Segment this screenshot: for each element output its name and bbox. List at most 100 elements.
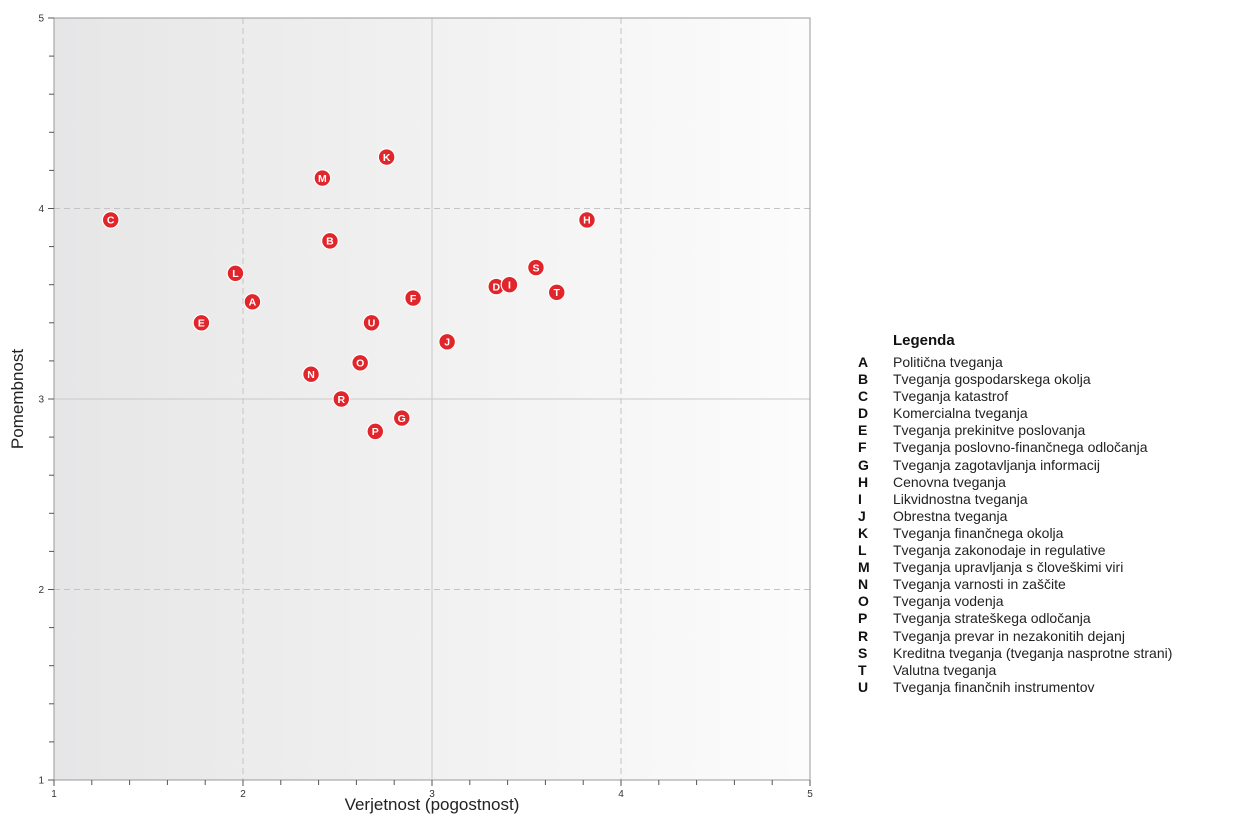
point-label: G [398,413,406,425]
point-label: U [368,318,376,330]
data-point-h: H [578,211,596,229]
data-point-j: J [438,332,457,351]
x-tick-label: 3 [429,789,435,800]
data-point-o: O [351,353,370,372]
legend-label: Politična tveganja [893,354,1003,370]
point-marker [377,148,396,166]
point-label: S [532,262,539,274]
legend-code: T [858,661,867,678]
x-tick-label: 2 [240,789,246,800]
data-point-l: L [226,264,245,283]
point-label: T [554,287,561,299]
legend: Legenda A Politična tveganja B Tveganja gos… [858,332,1254,696]
point-marker [226,264,245,283]
data-point-u: U [362,313,381,332]
legend-label: Valutna tveganja [893,661,997,678]
x-axis-title: Verjetnost (pogostnost) [345,795,520,814]
legend-entry: O Tveganja vodenja [858,593,1254,610]
data-point-k: K [377,148,396,166]
legend-label: Tveganja katastrof [893,388,1009,405]
legend-entry: G Tveganja zagotavljanja informacij [858,457,1254,474]
legend-label: Likvidnostna tveganja [893,490,1028,507]
risk-scatter-chart: 1 2 3 4 5 1 2 3 4 5 A B C D E F G H I J K L M N O P R S T U Verjetno… [8,14,813,815]
legend-code: R [858,627,869,644]
legend-label: Tveganja finančnih instrumentov [893,678,1095,695]
point-label: N [307,369,315,381]
x-tick-label: 1 [51,789,57,800]
data-point-e: E [192,313,211,332]
point-marker [500,275,519,294]
y-tick-label: 1 [38,776,44,787]
legend-entry: N Tveganja varnosti in zaščite [858,576,1254,593]
point-marker [101,211,120,229]
legend-entry: C Tveganja katastrof [858,388,1254,405]
point-label: F [410,293,417,305]
legend-label: Tveganja poslovno-finančnega odločanja [893,439,1148,456]
y-axis-title: Pomembnost [8,349,27,449]
point-marker [192,313,211,332]
grid-lines [54,18,810,780]
point-marker [302,365,320,384]
y-tick-label: 2 [38,585,44,596]
legend-entry: M Tveganja upravljanja s človeškimi viri [858,559,1254,576]
legend-entry: J Obrestna tveganja [858,508,1254,525]
legend-label: Obrestna tveganja [893,507,1008,524]
y-tick-label: 5 [38,14,44,25]
point-marker [547,283,566,302]
legend-code: S [858,644,868,661]
legend-label: Tveganja vodenja [893,593,1004,610]
point-label: O [356,358,364,370]
legend-code: E [858,422,868,439]
legend-label: Cenovna tveganja [893,473,1006,490]
data-point-c: C [101,211,120,229]
data-point-n: N [302,365,320,384]
legend-entry: K Tveganja finančnega okolja [858,525,1254,542]
point-marker [366,422,385,441]
point-marker [351,353,370,372]
legend-label: Tveganja prevar in nezakonitih dejanj [893,627,1125,644]
point-marker [404,289,423,307]
legend-entry: H Cenovna tveganja [858,474,1254,491]
data-point-a: A [243,292,262,311]
data-point-i: I [500,275,519,294]
data-point-p: P [366,422,385,441]
legend-code: H [858,473,869,490]
legend-code: M [858,559,870,576]
legend-entry: B Tveganja gospodarskega okolja [858,371,1254,388]
legend-label: Tveganja varnosti in zaščite [893,576,1066,593]
legend-code: O [858,593,869,610]
y-tick-label: 4 [38,204,44,215]
data-point-t: T [547,283,566,302]
legend-code: C [858,388,869,405]
legend-code: J [858,507,866,524]
point-label: D [492,281,500,293]
point-label: B [326,236,334,248]
legend-entry: L Tveganja zakonodaje in regulative [858,542,1254,559]
legend-label: Tveganja finančnega okolja [893,524,1064,541]
legend-title: Legenda [893,332,955,349]
legend-code: P [858,610,868,627]
point-label: L [232,268,239,280]
legend-entry: I Likvidnostna tveganja [858,491,1254,508]
legend-entry: F Tveganja poslovno-finančnega odločanja [858,439,1254,456]
data-point-m: M [313,169,332,187]
data-point-s: S [527,258,545,277]
x-tick-label: 5 [807,789,813,800]
legend-label: Tveganja zagotavljanja informacij [893,456,1100,473]
point-marker [362,313,381,332]
legend-label: Tveganja strateškega odločanja [893,610,1091,627]
point-label: I [508,280,511,292]
point-marker [392,409,411,427]
point-marker [578,211,596,229]
legend-entry: S Kreditna tveganja (tveganja nasprotne s… [858,645,1254,662]
legend-code: K [858,524,869,541]
point-label: R [337,394,345,406]
point-marker [527,258,545,277]
point-label: E [198,318,205,330]
legend-code: G [858,456,869,473]
y-tick-label: 3 [38,395,44,406]
legend-list: A Politična tveganja B Tveganja gospodarske… [858,354,1254,696]
point-marker [313,169,332,187]
legend-code: N [858,576,869,593]
legend-label: Tveganja prekinitve poslovanja [893,422,1086,439]
